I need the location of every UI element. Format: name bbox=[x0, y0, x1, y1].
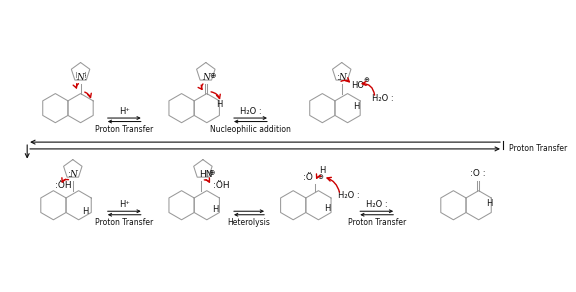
Text: H: H bbox=[213, 205, 219, 214]
Text: ⊕: ⊕ bbox=[210, 71, 216, 80]
Text: Heterolysis: Heterolysis bbox=[228, 218, 271, 227]
Text: Nucleophilic addition: Nucleophilic addition bbox=[210, 125, 291, 134]
Text: H₂O :: H₂O : bbox=[240, 107, 262, 116]
Text: Proton Transfer: Proton Transfer bbox=[509, 145, 567, 153]
Text: :: : bbox=[85, 73, 87, 82]
Text: H₂O :: H₂O : bbox=[372, 94, 393, 103]
Text: H⁺: H⁺ bbox=[119, 107, 130, 116]
Text: Proton Transfer: Proton Transfer bbox=[347, 218, 406, 227]
Text: :: : bbox=[68, 170, 71, 179]
Text: :O :: :O : bbox=[470, 169, 486, 178]
Text: :ÖH: :ÖH bbox=[213, 181, 229, 190]
Text: :ÖH: :ÖH bbox=[55, 181, 72, 190]
Text: ⊕: ⊕ bbox=[363, 77, 369, 83]
Text: H: H bbox=[324, 204, 331, 213]
Text: ⊕: ⊕ bbox=[209, 168, 215, 177]
Text: HN: HN bbox=[199, 170, 213, 179]
Text: ⊕: ⊕ bbox=[317, 174, 323, 180]
Text: HO: HO bbox=[351, 81, 365, 90]
Text: H: H bbox=[319, 166, 325, 175]
Text: H₂O :: H₂O : bbox=[338, 191, 359, 200]
Text: N: N bbox=[77, 73, 85, 82]
Text: H₂O :: H₂O : bbox=[366, 200, 388, 209]
Text: :: : bbox=[337, 73, 340, 82]
Text: Proton Transfer: Proton Transfer bbox=[95, 125, 153, 134]
Text: Proton Transfer: Proton Transfer bbox=[95, 218, 153, 227]
Text: :Ö: :Ö bbox=[303, 173, 313, 182]
Text: N: N bbox=[69, 170, 77, 179]
Text: H: H bbox=[217, 100, 223, 109]
Text: H: H bbox=[82, 206, 89, 215]
Text: H⁺: H⁺ bbox=[119, 200, 130, 209]
Text: N: N bbox=[338, 73, 346, 82]
Text: H: H bbox=[354, 102, 360, 111]
Text: N: N bbox=[202, 73, 210, 82]
Text: H: H bbox=[486, 199, 493, 208]
